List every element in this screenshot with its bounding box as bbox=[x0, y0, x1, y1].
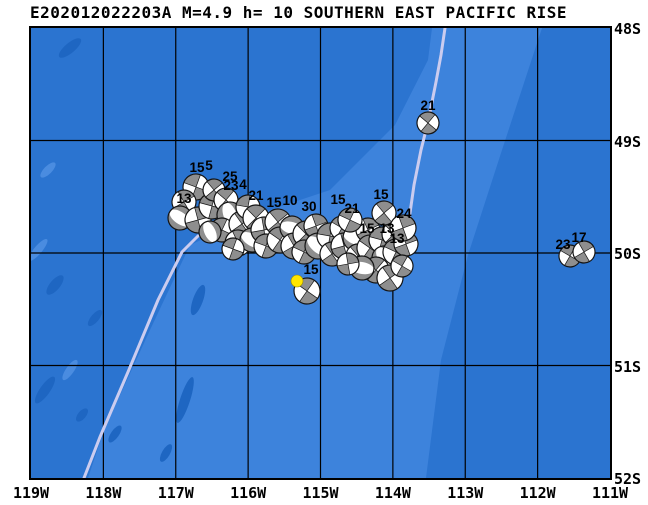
bathymetry-dark-patch bbox=[58, 38, 82, 58]
event-day-label: 15 bbox=[359, 221, 375, 236]
event-day-label: 15 bbox=[189, 160, 205, 175]
event-day-label: 13 bbox=[389, 231, 405, 246]
lon-tick-label: 115W bbox=[302, 484, 339, 502]
event-day-label: 30 bbox=[301, 199, 316, 214]
event-day-label: 25 bbox=[222, 169, 238, 184]
lat-tick-label: 48S bbox=[614, 20, 642, 38]
event-day-label: 23 bbox=[555, 237, 571, 252]
event-day-label: 15 bbox=[330, 192, 346, 207]
lon-tick-label: 116W bbox=[230, 484, 267, 502]
plate-boundary-line bbox=[82, 234, 200, 478]
plot-title: E202012022203A M=4.9 h= 10 SOUTHERN EAST… bbox=[30, 3, 568, 22]
lon-tick-label: 114W bbox=[374, 484, 411, 502]
bathymetry-dark-patch bbox=[108, 425, 122, 443]
focal-mechanism bbox=[337, 207, 363, 233]
event-day-label: 23 bbox=[223, 178, 239, 193]
focal-mechanism bbox=[572, 240, 596, 264]
event-day-label: 13 bbox=[176, 191, 192, 206]
lon-tick-label: 112W bbox=[519, 484, 556, 502]
lon-tick-label: 117W bbox=[157, 484, 194, 502]
event-day-label: 5 bbox=[205, 158, 213, 173]
lon-tick-label: 118W bbox=[85, 484, 122, 502]
lon-tick-label: 111W bbox=[591, 484, 629, 502]
event-day-label: 4 bbox=[239, 177, 247, 192]
event-day-label: 15 bbox=[303, 262, 319, 277]
event-day-label: 15 bbox=[266, 195, 282, 210]
event-day-label: 21 bbox=[344, 201, 360, 216]
event-day-label: 10 bbox=[282, 193, 297, 208]
lon-tick-label: 119W bbox=[12, 484, 50, 502]
lon-tick-label: 113W bbox=[447, 484, 484, 502]
plate-boundary-line bbox=[402, 28, 447, 254]
focal-mechanism bbox=[390, 254, 414, 278]
event-day-label: 17 bbox=[571, 230, 586, 245]
bathymetry-dark-patch bbox=[159, 444, 173, 462]
bathymetry-light-streak bbox=[31, 238, 48, 262]
lat-tick-label: 51S bbox=[614, 357, 642, 376]
bathymetry-dark-patch bbox=[176, 377, 194, 423]
focal-mechanism bbox=[221, 237, 245, 261]
epicenter-marker bbox=[290, 274, 304, 288]
focal-mechanism bbox=[336, 252, 360, 276]
bathymetry-dark-patch bbox=[34, 376, 56, 404]
focal-mechanism bbox=[198, 220, 222, 244]
focal-mechanism bbox=[371, 200, 397, 226]
bathymetry-dark-patch bbox=[87, 309, 103, 327]
lat-tick-label: 49S bbox=[614, 132, 642, 151]
event-day-label: 24 bbox=[396, 206, 412, 221]
bathymetry-dark-patch bbox=[190, 284, 206, 316]
event-day-label: 21 bbox=[248, 188, 264, 203]
event-day-label: 13 bbox=[379, 221, 395, 236]
focal-mechanism bbox=[389, 214, 417, 242]
focal-mechanism bbox=[416, 111, 440, 135]
bathymetry-light-streak bbox=[40, 162, 56, 178]
lat-tick-label: 50S bbox=[614, 245, 642, 263]
lat-tick-label: 52S bbox=[614, 470, 642, 488]
map-frame bbox=[29, 26, 612, 480]
bathymetry-dark-patch bbox=[76, 408, 88, 422]
event-day-label: 21 bbox=[420, 98, 436, 113]
event-day-label: 15 bbox=[373, 187, 389, 202]
bathymetry-dark-patch bbox=[46, 275, 64, 295]
